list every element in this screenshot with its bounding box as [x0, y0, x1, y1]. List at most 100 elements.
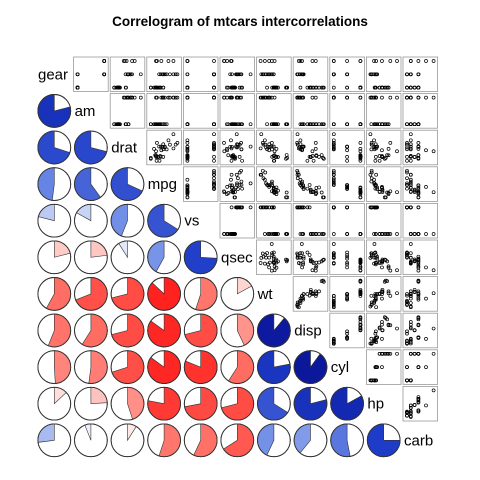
- scatter-mpg-disp: [292, 166, 329, 202]
- pie-carb-gear: [37, 423, 72, 458]
- scatter-point: [185, 95, 190, 100]
- scatter-point: [386, 264, 391, 269]
- pie-wt-qsec: [220, 277, 255, 311]
- scatter-point: [222, 232, 227, 236]
- scatter-point: [239, 122, 244, 127]
- scatter-point: [385, 259, 389, 264]
- scatter-point: [305, 292, 310, 296]
- scatter-point: [154, 154, 159, 158]
- pie-outline: [110, 240, 145, 275]
- pie-outline: [293, 423, 328, 458]
- scatter-point: [157, 144, 162, 149]
- scatter-point: [380, 59, 384, 63]
- scatter-point: [272, 95, 277, 100]
- scatter-point: [331, 172, 336, 177]
- scatter-point: [405, 85, 409, 90]
- pie-outline: [37, 350, 72, 384]
- scatter-point: [385, 85, 389, 90]
- scatter-am-disp: [292, 93, 329, 129]
- scatter-point: [331, 132, 336, 137]
- scatter-point: [408, 122, 413, 127]
- scatter-point: [310, 149, 315, 154]
- scatter-point: [212, 155, 216, 159]
- pie-am-gear: [37, 94, 72, 128]
- scatter-qsec-disp: [292, 239, 329, 275]
- scatter-point: [416, 335, 421, 340]
- scatter-point: [267, 59, 271, 63]
- scatter-point: [229, 205, 234, 210]
- scatter-point: [408, 403, 413, 408]
- scatter-point: [416, 395, 421, 399]
- scatter-point: [358, 232, 363, 236]
- scatter-point: [345, 183, 349, 187]
- scatter-point: [319, 279, 324, 283]
- scatter-point: [408, 138, 413, 143]
- scatter-panel: [365, 239, 402, 275]
- scatter-point: [345, 232, 349, 236]
- scatter-point: [412, 190, 417, 194]
- scatter-point: [345, 187, 349, 191]
- scatter-point: [308, 287, 313, 292]
- scatter-point: [298, 255, 303, 260]
- scatter-point: [321, 122, 325, 127]
- scatter-point: [239, 141, 243, 145]
- scatter-am-carb: [402, 93, 438, 129]
- pie-outline: [37, 313, 72, 348]
- scatter-point: [222, 59, 227, 63]
- scatter-point: [386, 85, 391, 90]
- scatter-point: [274, 185, 279, 190]
- scatter-point: [236, 176, 240, 181]
- scatter-point: [358, 190, 363, 195]
- scatter-point: [212, 85, 216, 90]
- scatter-point: [171, 95, 176, 100]
- scatter-point: [416, 297, 421, 302]
- scatter-am-hp: [365, 93, 402, 129]
- scatter-point: [373, 365, 378, 369]
- pie-wedge: [330, 423, 351, 457]
- scatter-point: [388, 294, 393, 298]
- scatter-point: [382, 315, 387, 320]
- scatter-point: [185, 72, 190, 77]
- scatter-panel: [402, 312, 438, 349]
- scatter-point: [321, 85, 325, 90]
- pie-outline: [220, 277, 255, 311]
- scatter-point: [267, 72, 272, 77]
- scatter-point: [331, 95, 336, 100]
- pie-outline: [37, 167, 72, 201]
- scatter-point: [263, 138, 267, 143]
- scatter-wt-cyl: [329, 276, 365, 312]
- pie-outline: [110, 277, 145, 311]
- scatter-point: [234, 172, 239, 177]
- scatter-cyl-carb: [402, 349, 438, 385]
- scatter-point: [261, 72, 266, 77]
- scatter-point: [375, 335, 379, 340]
- scatter-point: [388, 141, 393, 145]
- scatter-point: [263, 261, 267, 266]
- scatter-point: [373, 158, 378, 163]
- pie-outline: [293, 350, 328, 384]
- scatter-point: [298, 296, 303, 301]
- scatter-point: [373, 331, 378, 336]
- scatter-point: [345, 250, 349, 255]
- scatter-point: [424, 59, 428, 63]
- scatter-point: [225, 85, 229, 90]
- scatter-point: [331, 205, 336, 210]
- scatter-point: [212, 132, 216, 137]
- scatter-point: [222, 149, 227, 154]
- scatter-point: [310, 268, 315, 273]
- scatter-point: [305, 205, 310, 210]
- scatter-point: [237, 155, 242, 159]
- scatter-point: [284, 85, 289, 90]
- scatter-point: [380, 185, 384, 189]
- scatter-point: [230, 72, 234, 77]
- scatter-qsec-carb: [402, 239, 438, 275]
- scatter-point: [408, 340, 413, 345]
- scatter-point: [259, 132, 264, 137]
- scatter-point: [388, 95, 393, 100]
- scatter-point: [212, 95, 216, 100]
- scatter-point: [274, 85, 279, 90]
- scatter-point: [235, 181, 239, 186]
- scatter-point: [258, 205, 263, 210]
- scatter-point: [270, 251, 274, 256]
- scatter-point: [374, 59, 378, 63]
